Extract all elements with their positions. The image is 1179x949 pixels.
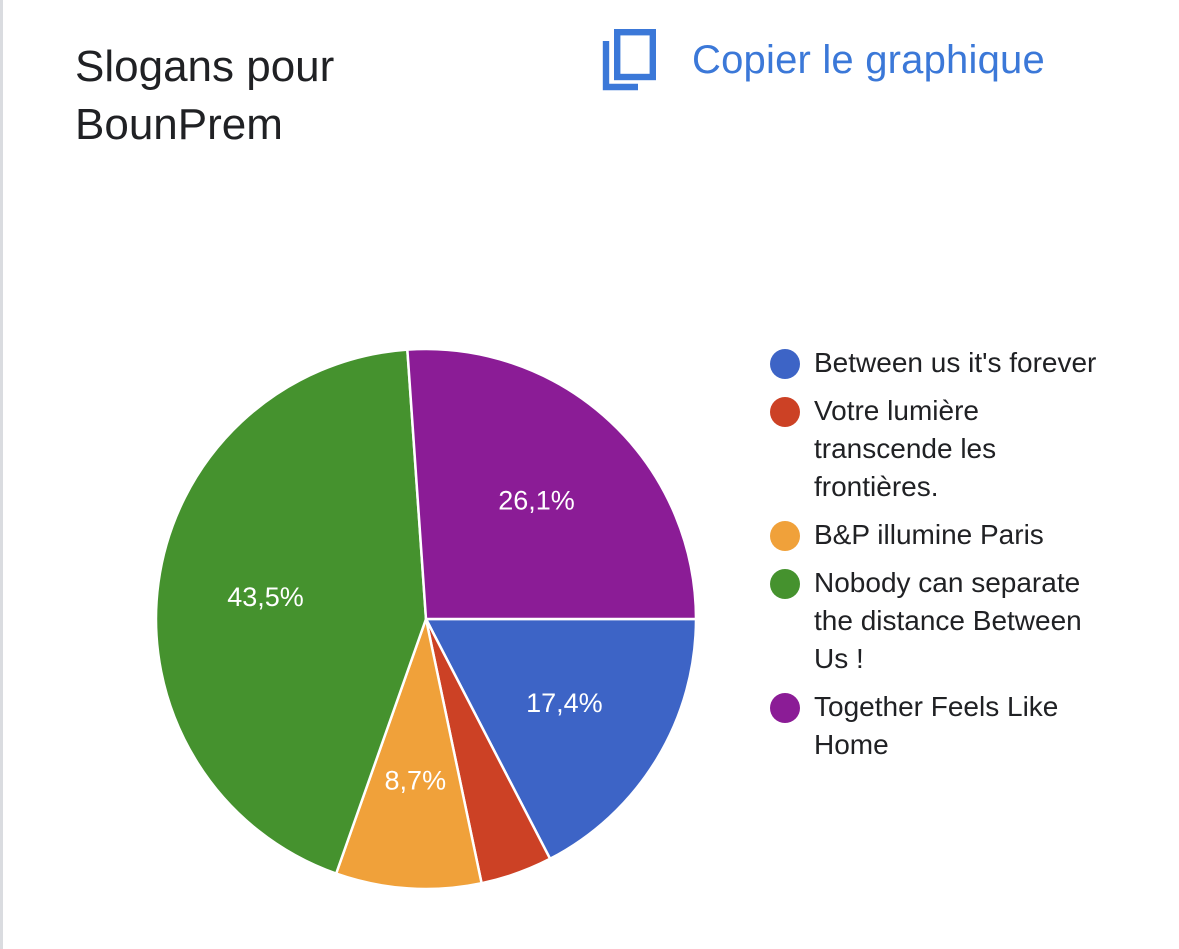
legend-label-1: Between us it's forever: [814, 347, 1097, 378]
pie-slice-5[interactable]: [406, 347, 698, 621]
legend-label-5: Together Feels Like Home: [814, 691, 1059, 760]
chart-title-line-1: Slogans pour: [75, 42, 335, 91]
card-border: [0, 0, 3, 949]
pie-slice-1[interactable]: [424, 617, 698, 861]
legend-label-2: Votre lumière transcende les frontières.: [814, 395, 997, 502]
pie-slice-3[interactable]: [334, 617, 483, 891]
slice-label-1: 17,4%: [526, 688, 603, 718]
legend-label-3: B&P illumine Paris: [814, 519, 1044, 550]
legend-item-5[interactable]: Together Feels Like Home: [770, 688, 1100, 764]
chart-legend: Between us it's forever Votre lumière tra…: [770, 344, 1100, 774]
legend-item-4[interactable]: Nobody can separate the distance Between…: [770, 564, 1100, 678]
legend-swatch-1: [770, 349, 800, 379]
slice-label-4: 43,5%: [227, 582, 304, 612]
legend-item-1[interactable]: Between us it's forever: [770, 344, 1100, 382]
pie-chart: 17,4% 8,7% 43,5% 26,1%: [154, 347, 698, 891]
legend-label-4: Nobody can separate the distance Between…: [814, 567, 1082, 674]
copy-chart-label: Copier le graphique: [692, 37, 1045, 82]
legend-swatch-2: [770, 397, 800, 427]
legend-item-2[interactable]: Votre lumière transcende les frontières.: [770, 392, 1100, 506]
legend-swatch-3: [770, 521, 800, 551]
legend-swatch-5: [770, 693, 800, 723]
copy-chart-button[interactable]: Copier le graphique: [600, 28, 1045, 92]
chart-title-line-2: BounPrem: [75, 100, 283, 149]
slice-label-5: 26,1%: [498, 486, 575, 516]
copy-icon: [602, 29, 656, 91]
chart-title: Slogans pour BounPrem: [75, 38, 505, 154]
legend-item-3[interactable]: B&P illumine Paris: [770, 516, 1100, 554]
slice-label-3: 8,7%: [385, 766, 447, 796]
legend-swatch-4: [770, 569, 800, 599]
pie-slice-4[interactable]: [154, 348, 428, 875]
